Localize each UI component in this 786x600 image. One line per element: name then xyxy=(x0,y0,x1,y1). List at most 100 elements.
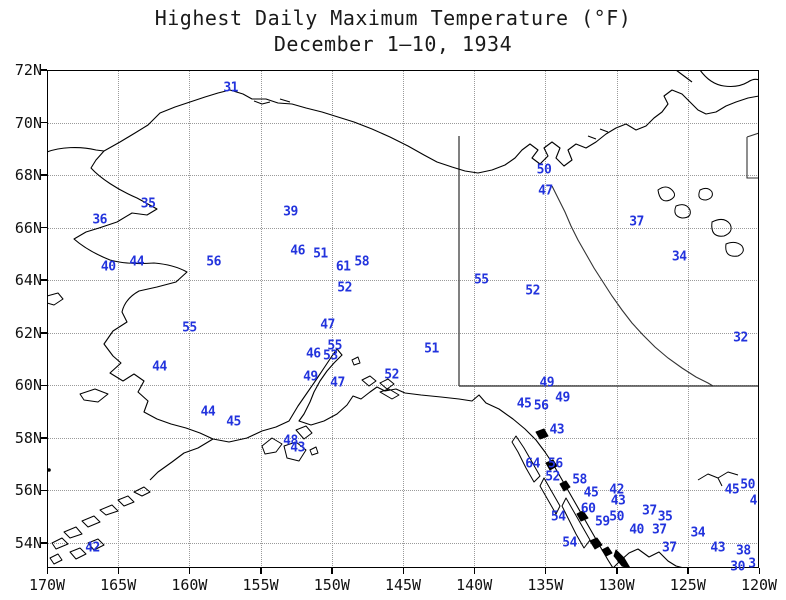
gridline-horizontal xyxy=(47,227,759,229)
station-temperature-value: 47 xyxy=(320,317,335,333)
station-temperature-value: 30 xyxy=(730,559,745,575)
station-temperature-value: 47 xyxy=(330,375,345,391)
station-temperature-value: 48 xyxy=(283,433,298,449)
y-axis-label: 56N xyxy=(14,481,42,500)
station-temperature-value: 34 xyxy=(671,249,687,265)
chart-subtitle: December 1–10, 1934 xyxy=(273,32,513,56)
chart-title: Highest Daily Maximum Temperature (°F) xyxy=(154,6,632,30)
station-temperature-value: 37 xyxy=(629,214,644,230)
x-axis-label: 140W xyxy=(456,576,493,594)
x-axis-label: 130W xyxy=(598,576,635,594)
station-temperature-value: 52 xyxy=(545,469,560,485)
y-tick-mark xyxy=(41,489,47,492)
station-temperature-value: 54 xyxy=(562,535,577,551)
y-tick-mark xyxy=(41,332,47,334)
gridline-vertical xyxy=(545,70,547,568)
station-temperature-value: 31 xyxy=(223,80,239,96)
x-axis-label: 170W xyxy=(28,576,66,594)
station-temperature-value: 45 xyxy=(583,485,599,501)
y-tick-mark xyxy=(41,542,47,544)
station-temperature-value: 35 xyxy=(140,196,156,212)
x-tick-mark xyxy=(758,568,760,574)
x-tick-mark xyxy=(46,568,48,574)
station-temperature-value: 36 xyxy=(92,212,108,228)
x-tick-mark xyxy=(260,568,262,574)
station-temperature-value: 58 xyxy=(572,472,587,488)
gridline-vertical xyxy=(403,70,404,568)
station-temperature-value: 37 xyxy=(642,503,657,519)
x-axis-label: 165W xyxy=(100,576,137,594)
gridline-vertical xyxy=(616,70,618,568)
station-temperature-value: 45 xyxy=(226,414,241,430)
x-tick-mark xyxy=(687,568,689,574)
station-temperature-value: 3 xyxy=(748,556,756,572)
station-temperature-value: 49 xyxy=(539,375,555,391)
x-axis-label: 145W xyxy=(384,576,422,594)
gridline-horizontal xyxy=(47,175,759,177)
gridline-vertical xyxy=(118,70,120,568)
gridline-vertical xyxy=(260,70,262,568)
x-tick-mark xyxy=(402,568,404,574)
gridline-horizontal xyxy=(47,280,759,282)
station-temperature-value: 58 xyxy=(354,254,370,270)
station-temperature-value: 46 xyxy=(305,346,321,362)
y-tick-mark xyxy=(41,279,47,281)
x-tick-mark xyxy=(616,568,618,574)
station-temperature-value: 38 xyxy=(736,543,751,559)
station-temperature-value: 50 xyxy=(609,509,624,525)
station-temperature-value: 55 xyxy=(182,320,197,336)
station-temperature-value: 52 xyxy=(337,280,352,296)
station-temperature-value: 46 xyxy=(290,243,305,259)
x-tick-mark xyxy=(188,568,191,574)
y-axis-label: 64N xyxy=(14,271,42,290)
y-axis-label: 68N xyxy=(14,166,42,185)
station-temperature-value: 56 xyxy=(533,398,549,414)
station-temperature-value: 64 xyxy=(525,456,540,472)
coastline-group xyxy=(47,70,759,568)
gridline-horizontal xyxy=(47,332,759,334)
y-tick-mark xyxy=(41,384,47,387)
y-axis-label: 58N xyxy=(14,428,42,447)
x-tick-mark xyxy=(331,568,333,574)
gridline-horizontal xyxy=(47,490,759,492)
station-temperature-value: 39 xyxy=(283,204,298,220)
y-tick-mark xyxy=(41,174,47,176)
station-temperature-value: 32 xyxy=(733,330,748,346)
station-temperature-value: 35 xyxy=(657,509,673,525)
station-temperature-value: 42 xyxy=(85,540,100,556)
y-axis-label: 70N xyxy=(14,113,42,132)
lakes-group xyxy=(657,186,744,257)
gridline-vertical xyxy=(331,70,333,568)
gridline-horizontal xyxy=(47,385,759,387)
station-temperature-value: 50 xyxy=(536,162,552,178)
islands-group xyxy=(47,98,739,568)
station-temperature-value: 56 xyxy=(548,456,563,472)
station-temperature-value: 55 xyxy=(327,338,342,354)
borders-group xyxy=(458,132,759,387)
station-temperature-value: 52 xyxy=(384,367,399,383)
station-temperature-value: 45 xyxy=(724,482,740,498)
station-temperature-value: 34 xyxy=(690,525,706,541)
y-tick-mark xyxy=(41,69,47,71)
station-temperature-value: 49 xyxy=(303,369,318,385)
station-temperature-value: 61 xyxy=(335,259,351,275)
station-temperature-value: 45 xyxy=(516,396,532,412)
station-temperature-value: 54 xyxy=(550,509,566,525)
station-temperature-value: 40 xyxy=(100,259,116,275)
station-temperature-value: 43 xyxy=(710,540,726,556)
gridline-horizontal xyxy=(47,437,759,439)
station-temperature-value: 40 xyxy=(629,522,644,538)
gridline-vertical xyxy=(189,70,191,568)
station-temperature-value: 43 xyxy=(290,440,305,456)
x-axis-label: 125W xyxy=(669,576,706,594)
x-axis-label: 155W xyxy=(242,576,279,594)
gridline-horizontal xyxy=(47,122,759,124)
station-temperature-value: 52 xyxy=(525,283,540,299)
y-axis-label: 66N xyxy=(14,218,42,237)
gridline-vertical xyxy=(474,70,476,568)
y-tick-mark xyxy=(41,437,47,439)
station-temperature-value: 43 xyxy=(610,493,626,509)
station-temperature-value: 42 xyxy=(609,482,624,498)
